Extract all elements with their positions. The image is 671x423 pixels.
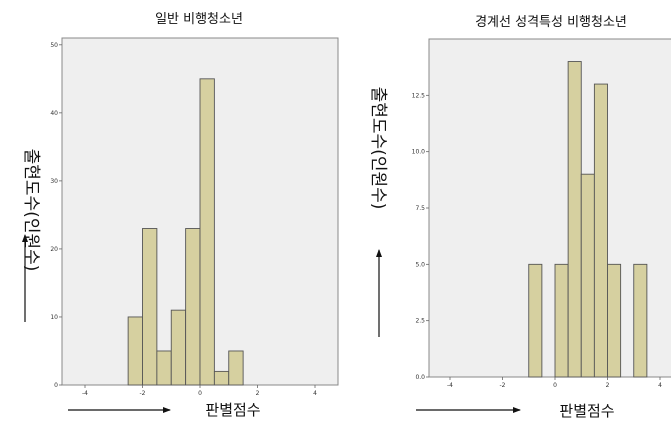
bar-right-3 — [580, 173, 595, 378]
bar-left-5 — [199, 78, 215, 386]
y-tick-label-left-2: 20 — [50, 246, 58, 253]
y-axis-label-right: 출현도수(인원수) — [368, 87, 388, 210]
x-tick-label-left-3: 2 — [256, 390, 260, 397]
bar-left-1 — [142, 228, 158, 386]
bar-right-0 — [528, 263, 543, 378]
bar-right-6 — [633, 263, 648, 378]
y-axis-ticks-left: 0 10 20 30 40 50 — [50, 42, 62, 389]
x-tick-label-left-2: 0 — [198, 390, 202, 397]
x-tick-label-left-0: -4 — [82, 390, 88, 397]
y-tick-label-right-2: 5.0 — [415, 261, 425, 268]
y-tick-label-right-3: 7.5 — [415, 205, 425, 212]
bar-right-4 — [593, 83, 608, 378]
x-tick-label-right-4: 4 — [658, 382, 662, 389]
x-tick-label-right-3: 2 — [606, 382, 610, 389]
bars-left — [127, 78, 244, 386]
x-tick-label-right-1: -2 — [500, 382, 506, 389]
x-axis-ticks-left: -4 -2 0 2 4 — [82, 385, 317, 397]
y-tick-label-left-0: 0 — [54, 382, 58, 389]
y-tick-label-right-0: 0.0 — [415, 374, 425, 381]
x-tick-label-left-4: 4 — [313, 390, 317, 397]
y-tick-label-left-1: 10 — [50, 314, 58, 321]
y-tick-label-right-1: 2.5 — [415, 318, 425, 325]
y-tick-label-right-4: 10.0 — [412, 149, 426, 156]
bars-right — [528, 61, 648, 378]
y-axis-label-left: 출현도수(인원수) — [21, 149, 41, 272]
y-tick-label-left-5: 50 — [50, 42, 58, 49]
plot-area-right — [428, 38, 671, 378]
y-tick-label-left-3: 30 — [50, 178, 58, 185]
x-tick-label-left-1: -2 — [140, 390, 146, 397]
bar-left-4 — [185, 228, 201, 386]
x-tick-label-right-2: 0 — [553, 382, 557, 389]
bar-right-1 — [554, 263, 569, 378]
y-tick-label-right-5: 12.5 — [412, 92, 426, 99]
chart-title-right: 경계선 성격특성 비행청소년 — [475, 14, 627, 30]
bar-left-3 — [170, 309, 187, 386]
bar-right-5 — [607, 263, 622, 378]
bar-left-6 — [213, 370, 230, 386]
chart-title-left: 일반 비행청소년 — [155, 11, 243, 27]
y-axis-ticks-right: 0.0 2.5 5.0 7.5 10.0 12.5 — [412, 92, 429, 381]
x-axis-label-left: 판별점수 — [205, 401, 260, 419]
bar-left-7 — [228, 350, 244, 386]
x-tick-label-right-0: -4 — [447, 382, 453, 389]
bar-left-2 — [156, 350, 172, 386]
x-axis-label-right: 판별점수 — [559, 402, 614, 420]
bar-right-2 — [567, 61, 582, 378]
bar-left-0 — [127, 316, 143, 386]
y-tick-label-left-4: 40 — [50, 110, 58, 117]
x-axis-ticks-right: -4 -2 0 2 4 — [447, 377, 662, 389]
